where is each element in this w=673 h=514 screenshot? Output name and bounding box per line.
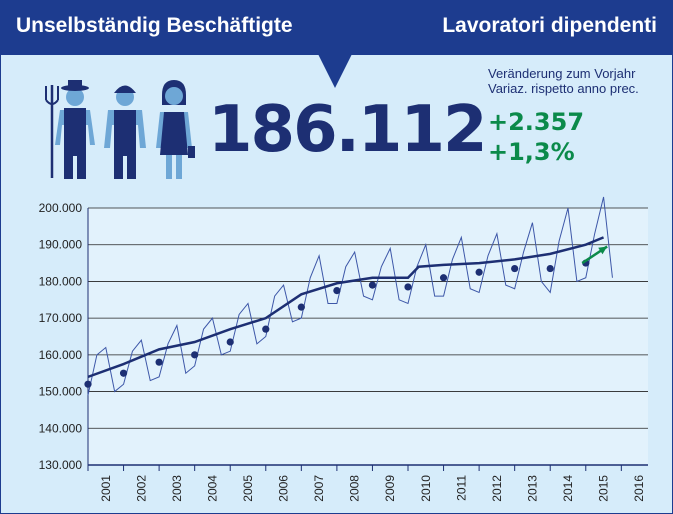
y-tick-label: 200.000 bbox=[39, 201, 83, 215]
annual-average-point bbox=[155, 358, 163, 366]
x-tick-label: 2013 bbox=[525, 475, 539, 502]
annual-average-point bbox=[226, 338, 234, 346]
annual-average-point bbox=[119, 369, 128, 377]
x-tick-label: 2002 bbox=[134, 475, 148, 502]
x-tick-label: 2012 bbox=[490, 475, 504, 502]
change-label: Veränderung zum Vorjahr Variaz. rispetto… bbox=[488, 66, 639, 96]
x-tick-label: 2005 bbox=[241, 475, 255, 502]
change-absolute: +2.357 bbox=[488, 108, 585, 136]
y-tick-label: 190.000 bbox=[39, 238, 83, 252]
title-italian: Lavoratori dipendenti bbox=[442, 14, 657, 37]
annual-average-point bbox=[84, 380, 92, 388]
x-tick-label: 2014 bbox=[561, 475, 575, 502]
annual-average-point bbox=[297, 303, 305, 311]
y-tick-label: 150.000 bbox=[39, 385, 83, 399]
office-worker-icon bbox=[156, 80, 195, 179]
x-tick-label: 2001 bbox=[99, 475, 113, 502]
header-pointer bbox=[318, 54, 352, 88]
x-tick-label: 2016 bbox=[632, 475, 646, 502]
series-trend-line bbox=[87, 236, 605, 379]
y-tick-label: 140.000 bbox=[39, 421, 83, 435]
change-percent: +1,3% bbox=[488, 138, 575, 166]
x-tick-label: 2007 bbox=[312, 475, 326, 502]
annual-average-point bbox=[439, 274, 448, 282]
worker-icon bbox=[104, 85, 146, 179]
farmer-icon bbox=[45, 80, 95, 179]
change-label-german: Veränderung zum Vorjahr bbox=[488, 66, 636, 81]
x-tick-label: 2003 bbox=[170, 475, 184, 502]
x-tick-label: 2015 bbox=[597, 475, 611, 502]
y-tick-label: 160.000 bbox=[39, 348, 83, 362]
annual-average-point bbox=[546, 264, 554, 273]
annual-average-point bbox=[511, 264, 519, 273]
y-tick-label: 130.000 bbox=[39, 458, 83, 472]
x-tick-label: 2010 bbox=[419, 475, 433, 502]
y-tick-label: 170.000 bbox=[39, 311, 83, 325]
title-german: Unselbständig Beschäftigte bbox=[16, 14, 293, 37]
x-tick-label: 2004 bbox=[205, 475, 219, 502]
annual-average-point bbox=[404, 283, 412, 291]
annual-average-point bbox=[368, 281, 377, 289]
annual-average-point bbox=[475, 268, 483, 276]
annual-average-point bbox=[262, 325, 270, 333]
series-monthly-line bbox=[87, 196, 613, 396]
annual-average-point bbox=[191, 351, 199, 359]
plot-area bbox=[88, 208, 648, 465]
x-tick-label: 2011 bbox=[454, 475, 468, 501]
annual-average-point bbox=[333, 287, 341, 295]
x-tick-label: 2006 bbox=[277, 475, 291, 502]
x-tick-label: 2009 bbox=[383, 475, 397, 502]
x-tick-label: 2008 bbox=[348, 475, 362, 502]
y-tick-label: 180.000 bbox=[39, 274, 83, 288]
trend-arrow-head bbox=[598, 246, 608, 255]
headline-value: 186.112 bbox=[208, 93, 487, 167]
header-bar bbox=[0, 0, 673, 55]
change-label-italian: Variaz. rispetto anno prec. bbox=[488, 81, 639, 96]
